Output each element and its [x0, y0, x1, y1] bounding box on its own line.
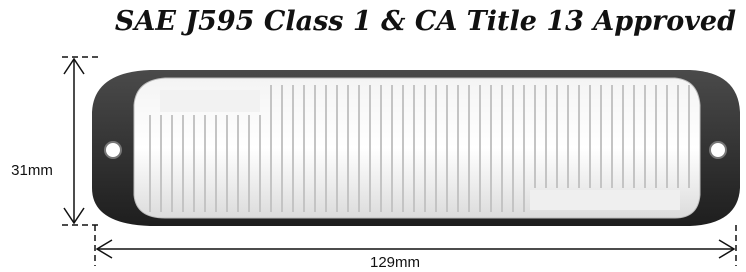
width-label: 129mm: [370, 254, 420, 271]
height-label: 31mm: [11, 162, 53, 179]
mount-hole: [710, 142, 726, 158]
product-diagram: SAE J595 Class 1 & CA Title 13 Approved …: [0, 0, 746, 272]
lens-flat-area: [530, 190, 680, 210]
title: SAE J595 Class 1 & CA Title 13 Approved: [115, 6, 736, 37]
mount-hole: [105, 142, 121, 158]
lens-flat-area: [160, 90, 260, 112]
page: SAE J595 Class 1 & CA Title 13 Approved …: [0, 0, 746, 272]
